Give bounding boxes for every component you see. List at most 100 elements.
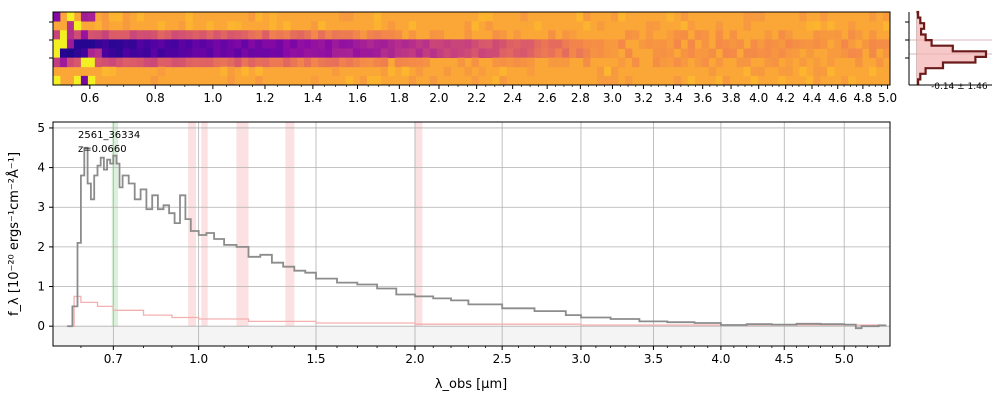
heatmap-cell [227,57,235,68]
heatmap-cell [283,21,291,31]
heatmap-cell [255,48,263,59]
heatmap-cell [352,39,361,49]
heatmap-cell [290,39,298,49]
heatmap-cell [53,30,61,40]
heatmap-cell [318,48,326,59]
heatmap-x-tick-label: 5.0 [878,91,897,105]
heatmap-cell [359,57,368,68]
heatmap-cell [150,48,159,59]
heatmap-cell [499,57,507,68]
heatmap-cell [422,57,431,68]
heatmap-cell [192,30,200,40]
heatmap-cell [666,30,675,40]
heatmap-cell [213,30,221,40]
heatmap-cell [366,75,375,86]
heatmap-x-tick-label: 4.2 [776,91,795,105]
heatmap-cell [87,12,96,22]
heatmap-cell [115,30,124,40]
heatmap-cell [150,75,159,86]
heatmap-cell [66,57,75,68]
heatmap-cell [59,30,68,40]
heatmap-cell [436,30,445,40]
heatmap-cell [680,30,689,40]
heatmap-cell [129,30,138,40]
heatmap-cell [387,21,396,31]
heatmap-cell [541,39,549,49]
heatmap-cell [506,48,514,59]
heatmap-cell [241,48,249,59]
heatmap-cell [471,48,479,59]
heatmap-cell [150,39,159,49]
heatmap-cell [401,48,410,59]
heatmap-cell [276,48,284,59]
heatmap-cell [122,30,131,40]
heatmap-cell [108,66,117,77]
heatmap-cell [708,66,717,77]
heatmap-cell [373,30,382,40]
heatmap-cell [429,30,438,40]
heatmap-cell [820,30,828,40]
heatmap-cell [297,48,305,59]
heatmap-cell [722,39,730,49]
heatmap-cell [213,48,221,59]
heatmap-cell [652,48,661,59]
heatmap-cell [297,30,305,40]
heatmap-cell [94,21,103,31]
heatmap-cell [513,39,521,49]
heatmap-cell [262,30,270,40]
heatmap-cell [666,48,675,59]
heatmap-cell [478,48,486,59]
heatmap-cell [108,48,117,59]
heatmap-cell [345,75,354,86]
heatmap-cell [513,48,521,59]
heatmap-cell [492,48,500,59]
heatmap-cell [66,21,75,31]
heatmap-cell [743,57,751,68]
heatmap-cell [199,57,207,68]
heatmap-cell [80,30,89,40]
profile-line [916,10,988,85]
heatmap-cell [206,30,214,40]
heatmap-cell [80,48,89,59]
heatmap-cell [94,57,103,68]
heatmap-cell [359,75,368,86]
heatmap-cell [548,48,556,59]
heatmap-cell [387,66,396,77]
panel-1d-spectrum: 0.7 1.0 1.5 2.0 2.5 3.0 3.5 4.0 4.5 5.0 0 1 2 3 4 5 256… [6,121,891,392]
panel-1d-ticks: 0.7 1.0 1.5 2.0 2.5 3.0 3.5 4.0 4.5 5.0 0 1 2 3 4 5 [37,121,880,366]
heatmap-cell [792,39,800,49]
heatmap-cell [129,48,138,59]
heatmap-x-tick-label: 4.6 [828,91,847,105]
heatmap-cell [645,21,654,31]
heatmap-cell [492,75,500,86]
heatmap-cell [443,39,451,49]
heatmap-cell [611,39,619,49]
heatmap-cell [318,30,326,40]
heatmap-cell [227,75,235,86]
heatmap-cell [73,21,82,31]
x-tick-label: 4.5 [775,352,794,366]
heatmap-cell [164,39,172,49]
heatmap-cell [53,57,61,68]
heatmap-cell [136,30,145,40]
heatmap-cell [799,12,807,22]
heatmap-cell [101,30,110,40]
heatmap-cell [715,21,724,31]
heatmap-cell [841,75,849,86]
heatmap-cell [471,75,479,86]
heatmap-cell [443,48,451,59]
heatmap-cell [373,57,382,68]
panel-2d-xticks: 0.6 0.8 1.0 1.2 1.4 1.6 1.8 2.0 2.2 2.4 2.6 2.8 3.0 3… [49,21,897,105]
heatmap-cell [464,48,472,59]
heatmap-cell [729,48,737,59]
heatmap-cell [213,57,221,68]
heatmap-cell [855,57,863,68]
heatmap-cell [297,39,305,49]
heatmap-x-tick-label: 2.6 [538,91,557,105]
heatmap-cell [359,30,368,40]
heatmap-cell [269,57,277,68]
heatmap-cell [262,57,270,68]
heatmap-x-tick-label: 4.8 [853,91,872,105]
heatmap-cell [80,12,89,22]
heatmap-cell [227,21,235,31]
